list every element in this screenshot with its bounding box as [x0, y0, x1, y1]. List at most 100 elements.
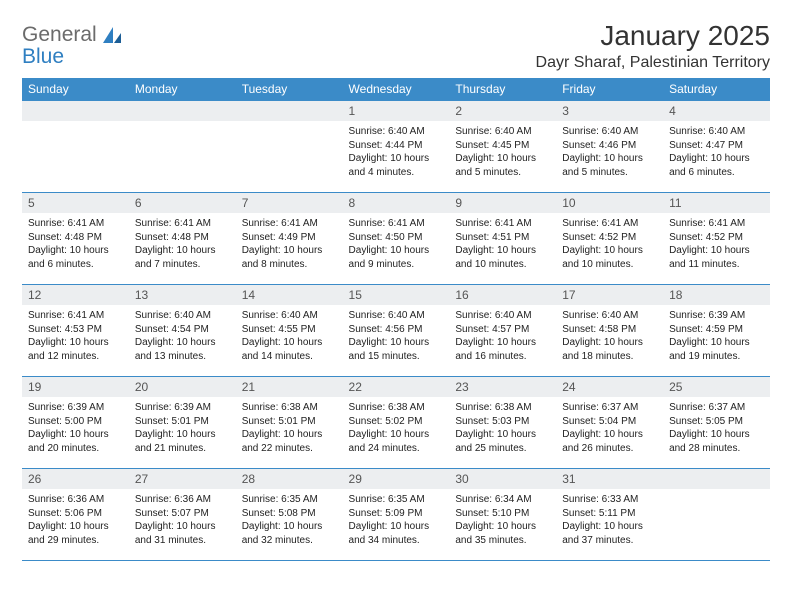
day-details: Sunrise: 6:40 AMSunset: 4:55 PMDaylight:… — [236, 305, 343, 367]
calendar-cell: 8Sunrise: 6:41 AMSunset: 4:50 PMDaylight… — [343, 193, 450, 285]
calendar-cell-empty — [663, 469, 770, 561]
header: General Blue January 2025 Dayr Sharaf, P… — [22, 20, 770, 72]
day-number: 16 — [449, 285, 556, 305]
page: General Blue January 2025 Dayr Sharaf, P… — [0, 0, 792, 581]
day-number: 31 — [556, 469, 663, 489]
calendar-cell: 1Sunrise: 6:40 AMSunset: 4:44 PMDaylight… — [343, 101, 450, 193]
day-number: 15 — [343, 285, 450, 305]
day-number: 9 — [449, 193, 556, 213]
calendar-cell: 13Sunrise: 6:40 AMSunset: 4:54 PMDayligh… — [129, 285, 236, 377]
calendar-row: 19Sunrise: 6:39 AMSunset: 5:00 PMDayligh… — [22, 377, 770, 469]
calendar-cell: 26Sunrise: 6:36 AMSunset: 5:06 PMDayligh… — [22, 469, 129, 561]
day-number: 17 — [556, 285, 663, 305]
day-details: Sunrise: 6:38 AMSunset: 5:02 PMDaylight:… — [343, 397, 450, 459]
day-number: 12 — [22, 285, 129, 305]
calendar-cell: 12Sunrise: 6:41 AMSunset: 4:53 PMDayligh… — [22, 285, 129, 377]
calendar-cell-empty — [22, 101, 129, 193]
day-number: 3 — [556, 101, 663, 121]
day-details: Sunrise: 6:35 AMSunset: 5:09 PMDaylight:… — [343, 489, 450, 551]
day-details: Sunrise: 6:37 AMSunset: 5:04 PMDaylight:… — [556, 397, 663, 459]
calendar-cell: 4Sunrise: 6:40 AMSunset: 4:47 PMDaylight… — [663, 101, 770, 193]
day-details: Sunrise: 6:40 AMSunset: 4:57 PMDaylight:… — [449, 305, 556, 367]
logo-sail-icon — [101, 25, 123, 52]
day-number: 7 — [236, 193, 343, 213]
logo-text-1: General — [22, 23, 97, 46]
day-details: Sunrise: 6:40 AMSunset: 4:58 PMDaylight:… — [556, 305, 663, 367]
day-details: Sunrise: 6:38 AMSunset: 5:03 PMDaylight:… — [449, 397, 556, 459]
col-header-saturday: Saturday — [663, 78, 770, 101]
calendar-row: 26Sunrise: 6:36 AMSunset: 5:06 PMDayligh… — [22, 469, 770, 561]
calendar-cell: 6Sunrise: 6:41 AMSunset: 4:48 PMDaylight… — [129, 193, 236, 285]
day-details: Sunrise: 6:41 AMSunset: 4:48 PMDaylight:… — [129, 213, 236, 275]
calendar-cell: 16Sunrise: 6:40 AMSunset: 4:57 PMDayligh… — [449, 285, 556, 377]
logo-text-2: Blue — [22, 45, 64, 68]
calendar-table: SundayMondayTuesdayWednesdayThursdayFrid… — [22, 78, 770, 561]
col-header-thursday: Thursday — [449, 78, 556, 101]
day-number-empty — [663, 469, 770, 489]
calendar-cell: 11Sunrise: 6:41 AMSunset: 4:52 PMDayligh… — [663, 193, 770, 285]
calendar-cell: 14Sunrise: 6:40 AMSunset: 4:55 PMDayligh… — [236, 285, 343, 377]
day-number: 11 — [663, 193, 770, 213]
logo: General Blue — [22, 20, 123, 68]
col-header-wednesday: Wednesday — [343, 78, 450, 101]
day-details: Sunrise: 6:34 AMSunset: 5:10 PMDaylight:… — [449, 489, 556, 551]
day-number: 20 — [129, 377, 236, 397]
calendar-head: SundayMondayTuesdayWednesdayThursdayFrid… — [22, 78, 770, 101]
day-number-empty — [22, 101, 129, 121]
day-details: Sunrise: 6:40 AMSunset: 4:56 PMDaylight:… — [343, 305, 450, 367]
calendar-cell: 29Sunrise: 6:35 AMSunset: 5:09 PMDayligh… — [343, 469, 450, 561]
calendar-cell: 23Sunrise: 6:38 AMSunset: 5:03 PMDayligh… — [449, 377, 556, 469]
day-details: Sunrise: 6:40 AMSunset: 4:54 PMDaylight:… — [129, 305, 236, 367]
day-details: Sunrise: 6:41 AMSunset: 4:51 PMDaylight:… — [449, 213, 556, 275]
day-number: 18 — [663, 285, 770, 305]
day-number-empty — [129, 101, 236, 121]
calendar-cell: 2Sunrise: 6:40 AMSunset: 4:45 PMDaylight… — [449, 101, 556, 193]
calendar-cell: 30Sunrise: 6:34 AMSunset: 5:10 PMDayligh… — [449, 469, 556, 561]
calendar-cell: 25Sunrise: 6:37 AMSunset: 5:05 PMDayligh… — [663, 377, 770, 469]
day-number: 22 — [343, 377, 450, 397]
day-number: 29 — [343, 469, 450, 489]
calendar-cell: 17Sunrise: 6:40 AMSunset: 4:58 PMDayligh… — [556, 285, 663, 377]
day-details: Sunrise: 6:40 AMSunset: 4:46 PMDaylight:… — [556, 121, 663, 183]
day-details: Sunrise: 6:39 AMSunset: 5:00 PMDaylight:… — [22, 397, 129, 459]
calendar-cell: 27Sunrise: 6:36 AMSunset: 5:07 PMDayligh… — [129, 469, 236, 561]
day-details: Sunrise: 6:41 AMSunset: 4:52 PMDaylight:… — [556, 213, 663, 275]
calendar-cell: 9Sunrise: 6:41 AMSunset: 4:51 PMDaylight… — [449, 193, 556, 285]
col-header-monday: Monday — [129, 78, 236, 101]
calendar-cell-empty — [129, 101, 236, 193]
calendar-cell: 31Sunrise: 6:33 AMSunset: 5:11 PMDayligh… — [556, 469, 663, 561]
day-number: 8 — [343, 193, 450, 213]
day-number: 10 — [556, 193, 663, 213]
day-details: Sunrise: 6:33 AMSunset: 5:11 PMDaylight:… — [556, 489, 663, 551]
day-number: 1 — [343, 101, 450, 121]
day-number: 6 — [129, 193, 236, 213]
calendar-cell: 28Sunrise: 6:35 AMSunset: 5:08 PMDayligh… — [236, 469, 343, 561]
calendar-cell: 22Sunrise: 6:38 AMSunset: 5:02 PMDayligh… — [343, 377, 450, 469]
day-details: Sunrise: 6:36 AMSunset: 5:06 PMDaylight:… — [22, 489, 129, 551]
day-details: Sunrise: 6:41 AMSunset: 4:50 PMDaylight:… — [343, 213, 450, 275]
day-details: Sunrise: 6:41 AMSunset: 4:48 PMDaylight:… — [22, 213, 129, 275]
col-header-sunday: Sunday — [22, 78, 129, 101]
day-number: 4 — [663, 101, 770, 121]
day-number: 14 — [236, 285, 343, 305]
calendar-cell: 24Sunrise: 6:37 AMSunset: 5:04 PMDayligh… — [556, 377, 663, 469]
day-details: Sunrise: 6:40 AMSunset: 4:44 PMDaylight:… — [343, 121, 450, 183]
day-details: Sunrise: 6:38 AMSunset: 5:01 PMDaylight:… — [236, 397, 343, 459]
day-number: 5 — [22, 193, 129, 213]
day-number: 25 — [663, 377, 770, 397]
col-header-tuesday: Tuesday — [236, 78, 343, 101]
day-details: Sunrise: 6:41 AMSunset: 4:52 PMDaylight:… — [663, 213, 770, 275]
day-number: 26 — [22, 469, 129, 489]
calendar-cell: 5Sunrise: 6:41 AMSunset: 4:48 PMDaylight… — [22, 193, 129, 285]
calendar-cell-empty — [236, 101, 343, 193]
day-details: Sunrise: 6:40 AMSunset: 4:47 PMDaylight:… — [663, 121, 770, 183]
day-details: Sunrise: 6:41 AMSunset: 4:53 PMDaylight:… — [22, 305, 129, 367]
day-number: 24 — [556, 377, 663, 397]
calendar-cell: 7Sunrise: 6:41 AMSunset: 4:49 PMDaylight… — [236, 193, 343, 285]
title-block: January 2025 Dayr Sharaf, Palestinian Te… — [536, 20, 770, 72]
calendar-row: 12Sunrise: 6:41 AMSunset: 4:53 PMDayligh… — [22, 285, 770, 377]
location: Dayr Sharaf, Palestinian Territory — [536, 54, 770, 72]
day-number: 27 — [129, 469, 236, 489]
calendar-cell: 15Sunrise: 6:40 AMSunset: 4:56 PMDayligh… — [343, 285, 450, 377]
day-details: Sunrise: 6:37 AMSunset: 5:05 PMDaylight:… — [663, 397, 770, 459]
